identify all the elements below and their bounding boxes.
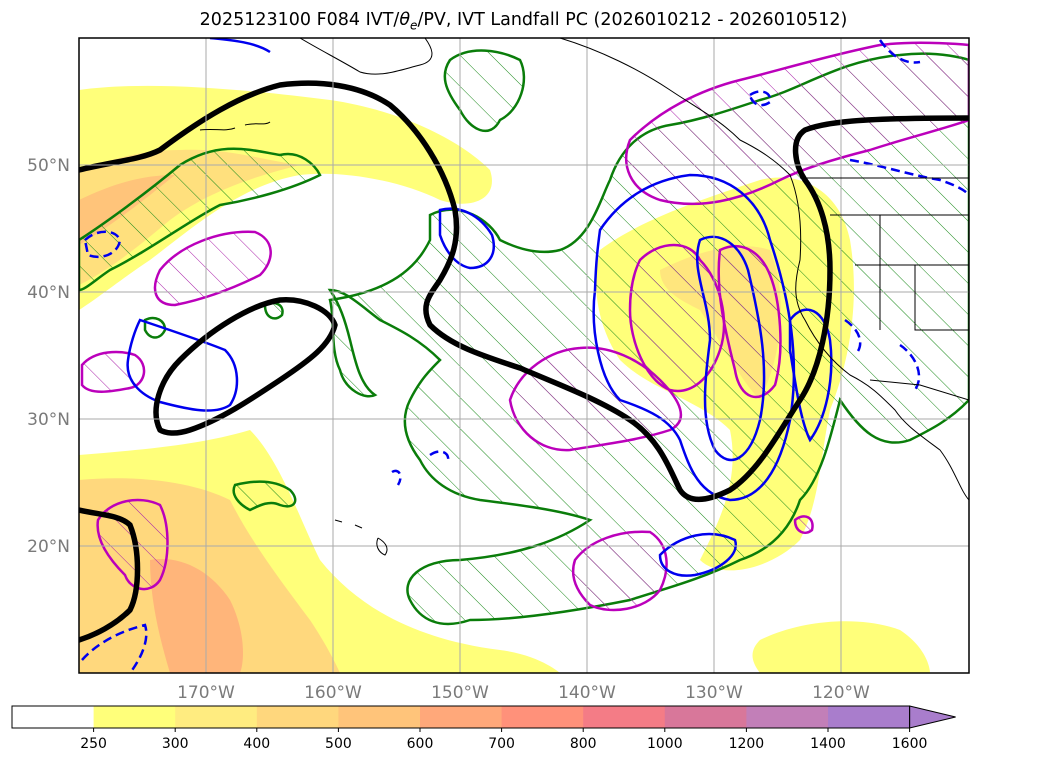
colorbar-segment (12, 706, 95, 728)
magenta-region-south (571, 530, 668, 612)
colorbar-tick-label: 1000 (647, 736, 683, 752)
blue-dashed-southwest (81, 623, 148, 673)
colorbar-segment (175, 706, 258, 728)
colorbar-extend-arrow (909, 705, 956, 729)
ivt-plume-northwest (79, 85, 492, 310)
colorbar-segment (828, 706, 911, 728)
blue-contour-mid (438, 207, 495, 270)
title-suffix: /PV, IVT Landfall PC (2026010212 - 20260… (417, 10, 848, 30)
colorbar-tick-label: 500 (325, 736, 352, 752)
lat-label-20: 20°N (27, 537, 70, 557)
green-region-aleutians (79, 147, 322, 292)
title-theta-sub: e (410, 18, 418, 33)
aleutian-islands (199, 121, 271, 131)
border-mexico (869, 379, 969, 401)
colorbar-tick-label: 700 (488, 736, 515, 752)
blue-contour-west (126, 318, 239, 412)
colorbar-outline (11, 705, 911, 729)
map-panel (79, 38, 969, 673)
colorbar-tick-label: 250 (80, 736, 107, 752)
longitude-labels: 170°W 160°W 150°W 140°W 130°W 120°W (177, 683, 870, 703)
colorbar-segment (420, 706, 503, 728)
green-region-hawaii (232, 480, 297, 512)
lon-label-150: 150°W (431, 683, 489, 703)
colorbar-tick-label: 600 (407, 736, 434, 752)
lat-label-30: 30°N (27, 410, 70, 430)
colorbar-tick-label: 800 (570, 736, 597, 752)
graticule (79, 38, 969, 673)
coastlines (199, 38, 969, 556)
figure-title: 2025123100 F084 IVT/θe/PV, IVT Landfall … (0, 10, 1047, 33)
colorbar-segment (93, 706, 176, 728)
lon-label-160: 160°W (304, 683, 362, 703)
blue-dashed-north (878, 39, 921, 64)
lat-label-50: 50°N (27, 156, 70, 176)
blue-dashed-coast (844, 318, 862, 356)
blue-dashed-mid (429, 450, 450, 463)
blue-contour-south (658, 532, 738, 577)
hawaii-islands (334, 519, 388, 556)
magenta-region-southwest (96, 498, 169, 591)
black-contour-main (79, 80, 969, 503)
ivt-plume-south-core (150, 559, 243, 673)
coast-alaska-panhandle (559, 38, 791, 176)
colorbar-tick-label: 1200 (729, 736, 765, 752)
colorbar-segment (664, 706, 747, 728)
lon-label-120: 120°W (812, 683, 870, 703)
colorbar-tick-label: 300 (162, 736, 189, 752)
magenta-region-small-east (793, 515, 814, 534)
magenta-hatched-regions (80, 41, 969, 612)
border-states-4 (914, 265, 969, 331)
colorbar-tick-label: 1600 (892, 736, 928, 752)
black-contour-cutoff-low (153, 297, 338, 436)
blue-dashed-west (83, 230, 122, 259)
coast-westcoast (789, 174, 969, 501)
lon-label-140: 140°W (558, 683, 616, 703)
title-prefix: 2025123100 F084 IVT/ (199, 10, 400, 30)
colorbar-segment (501, 706, 584, 728)
colorbar-tick-label: 400 (243, 736, 270, 752)
map-frame (78, 37, 970, 674)
colorbar: 250 300 400 500 600 700 800 1000 1200 1400 1600 (11, 705, 956, 752)
blue-dashed-northeast (849, 158, 969, 196)
lat-label-40: 40°N (27, 283, 70, 303)
coast-alaska (299, 38, 433, 75)
blue-dashed-ne-small (748, 90, 772, 107)
colorbar-segment (583, 706, 666, 728)
blue-dashed-contours (81, 39, 969, 673)
magenta-region-coast (717, 244, 782, 399)
colorbar-segment (256, 706, 339, 728)
magenta-region-northeast (625, 41, 969, 206)
blue-dashed-east (899, 343, 921, 391)
colorbar-tick-label: 1400 (810, 736, 846, 752)
blue-dashed-mid2 (391, 469, 402, 486)
lon-label-170: 170°W (177, 683, 235, 703)
green-region-gulf-alaska (443, 49, 526, 132)
colorbar-segment (746, 706, 829, 728)
black-contour-southwest (79, 507, 141, 643)
blue-solid-contours (126, 38, 833, 577)
blue-contour-coast-strip (788, 308, 833, 443)
blue-contour-east-inner (695, 235, 766, 462)
title-theta: θ (399, 10, 411, 30)
lon-label-130: 130°W (685, 683, 743, 703)
magenta-region-west (153, 230, 272, 307)
colorbar-segment (338, 706, 421, 728)
latitude-labels: 50°N 40°N 30°N 20°N (27, 156, 70, 557)
black-contours (79, 80, 969, 643)
blue-contour-east-large (592, 173, 796, 502)
